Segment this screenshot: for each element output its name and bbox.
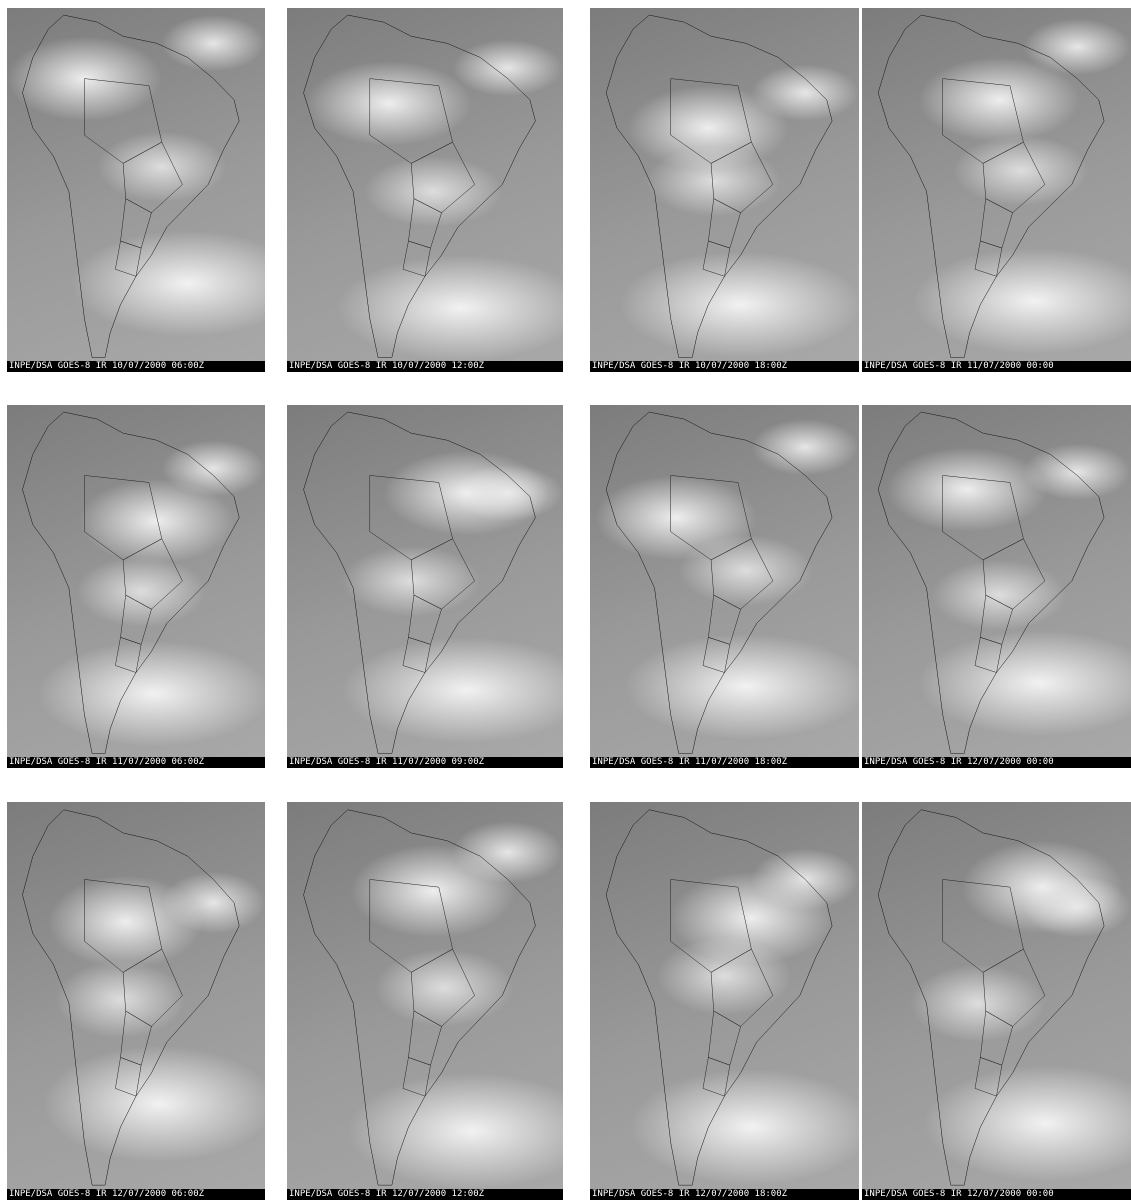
map-outline <box>287 405 563 757</box>
map-outline <box>287 8 563 361</box>
satellite-image <box>7 802 265 1189</box>
satellite-panel: INPE/DSA GOES-8 IR 11/07/2000 09:00Z <box>287 405 563 768</box>
satellite-panel: INPE/DSA GOES-8 IR 11/07/2000 00:00 <box>862 8 1131 372</box>
satellite-image <box>287 802 563 1189</box>
satellite-panel: INPE/DSA GOES-8 IR 12/07/2000 12:00Z <box>287 802 563 1200</box>
satellite-panel: INPE/DSA GOES-8 IR 12/07/2000 00:00 <box>862 802 1131 1200</box>
map-outline <box>862 8 1131 361</box>
satellite-image <box>7 8 265 361</box>
satellite-panel: INPE/DSA GOES-8 IR 11/07/2000 06:00Z <box>7 405 265 768</box>
satellite-panel: INPE/DSA GOES-8 IR 10/07/2000 18:00Z <box>590 8 859 372</box>
map-outline <box>862 405 1131 757</box>
satellite-panel: INPE/DSA GOES-8 IR 12/07/2000 18:00Z <box>590 802 859 1200</box>
satellite-image <box>590 8 859 361</box>
caption: INPE/DSA GOES-8 IR 11/07/2000 00:00 <box>862 361 1131 372</box>
page: (() => { const data = JSON.parse(documen… <box>0 0 1131 1200</box>
satellite-image <box>862 405 1131 757</box>
satellite-image <box>590 802 859 1189</box>
map-outline <box>7 8 265 361</box>
map-outline <box>287 802 563 1189</box>
satellite-image <box>287 405 563 757</box>
caption: INPE/DSA GOES-8 IR 12/07/2000 06:00Z <box>7 1189 265 1200</box>
map-outline <box>862 802 1131 1189</box>
satellite-panel: INPE/DSA GOES-8 IR 12/07/2000 06:00Z <box>7 802 265 1200</box>
caption: INPE/DSA GOES-8 IR 10/07/2000 06:00Z <box>7 361 265 372</box>
caption: INPE/DSA GOES-8 IR 12/07/2000 00:00 <box>862 1189 1131 1200</box>
satellite-image <box>862 8 1131 361</box>
map-outline <box>590 802 859 1189</box>
satellite-image <box>7 405 265 757</box>
caption: INPE/DSA GOES-8 IR 12/07/2000 12:00Z <box>287 1189 563 1200</box>
satellite-panel: INPE/DSA GOES-8 IR 11/07/2000 18:00Z <box>590 405 859 768</box>
caption: INPE/DSA GOES-8 IR 11/07/2000 06:00Z <box>7 757 265 768</box>
satellite-image <box>862 802 1131 1189</box>
caption: INPE/DSA GOES-8 IR 11/07/2000 18:00Z <box>590 757 859 768</box>
map-outline <box>590 405 859 757</box>
caption: INPE/DSA GOES-8 IR 11/07/2000 09:00Z <box>287 757 563 768</box>
satellite-image <box>590 405 859 757</box>
satellite-image <box>287 8 563 361</box>
satellite-panel: INPE/DSA GOES-8 IR 10/07/2000 06:00Z <box>7 8 265 372</box>
caption: INPE/DSA GOES-8 IR 12/07/2000 00:00 <box>862 757 1131 768</box>
map-outline <box>7 802 265 1189</box>
caption: INPE/DSA GOES-8 IR 10/07/2000 18:00Z <box>590 361 859 372</box>
caption: INPE/DSA GOES-8 IR 10/07/2000 12:00Z <box>287 361 563 372</box>
satellite-panel: INPE/DSA GOES-8 IR 12/07/2000 00:00 <box>862 405 1131 768</box>
map-outline <box>7 405 265 757</box>
map-outline <box>590 8 859 361</box>
satellite-panel: INPE/DSA GOES-8 IR 10/07/2000 12:00Z <box>287 8 563 372</box>
caption: INPE/DSA GOES-8 IR 12/07/2000 18:00Z <box>590 1189 859 1200</box>
